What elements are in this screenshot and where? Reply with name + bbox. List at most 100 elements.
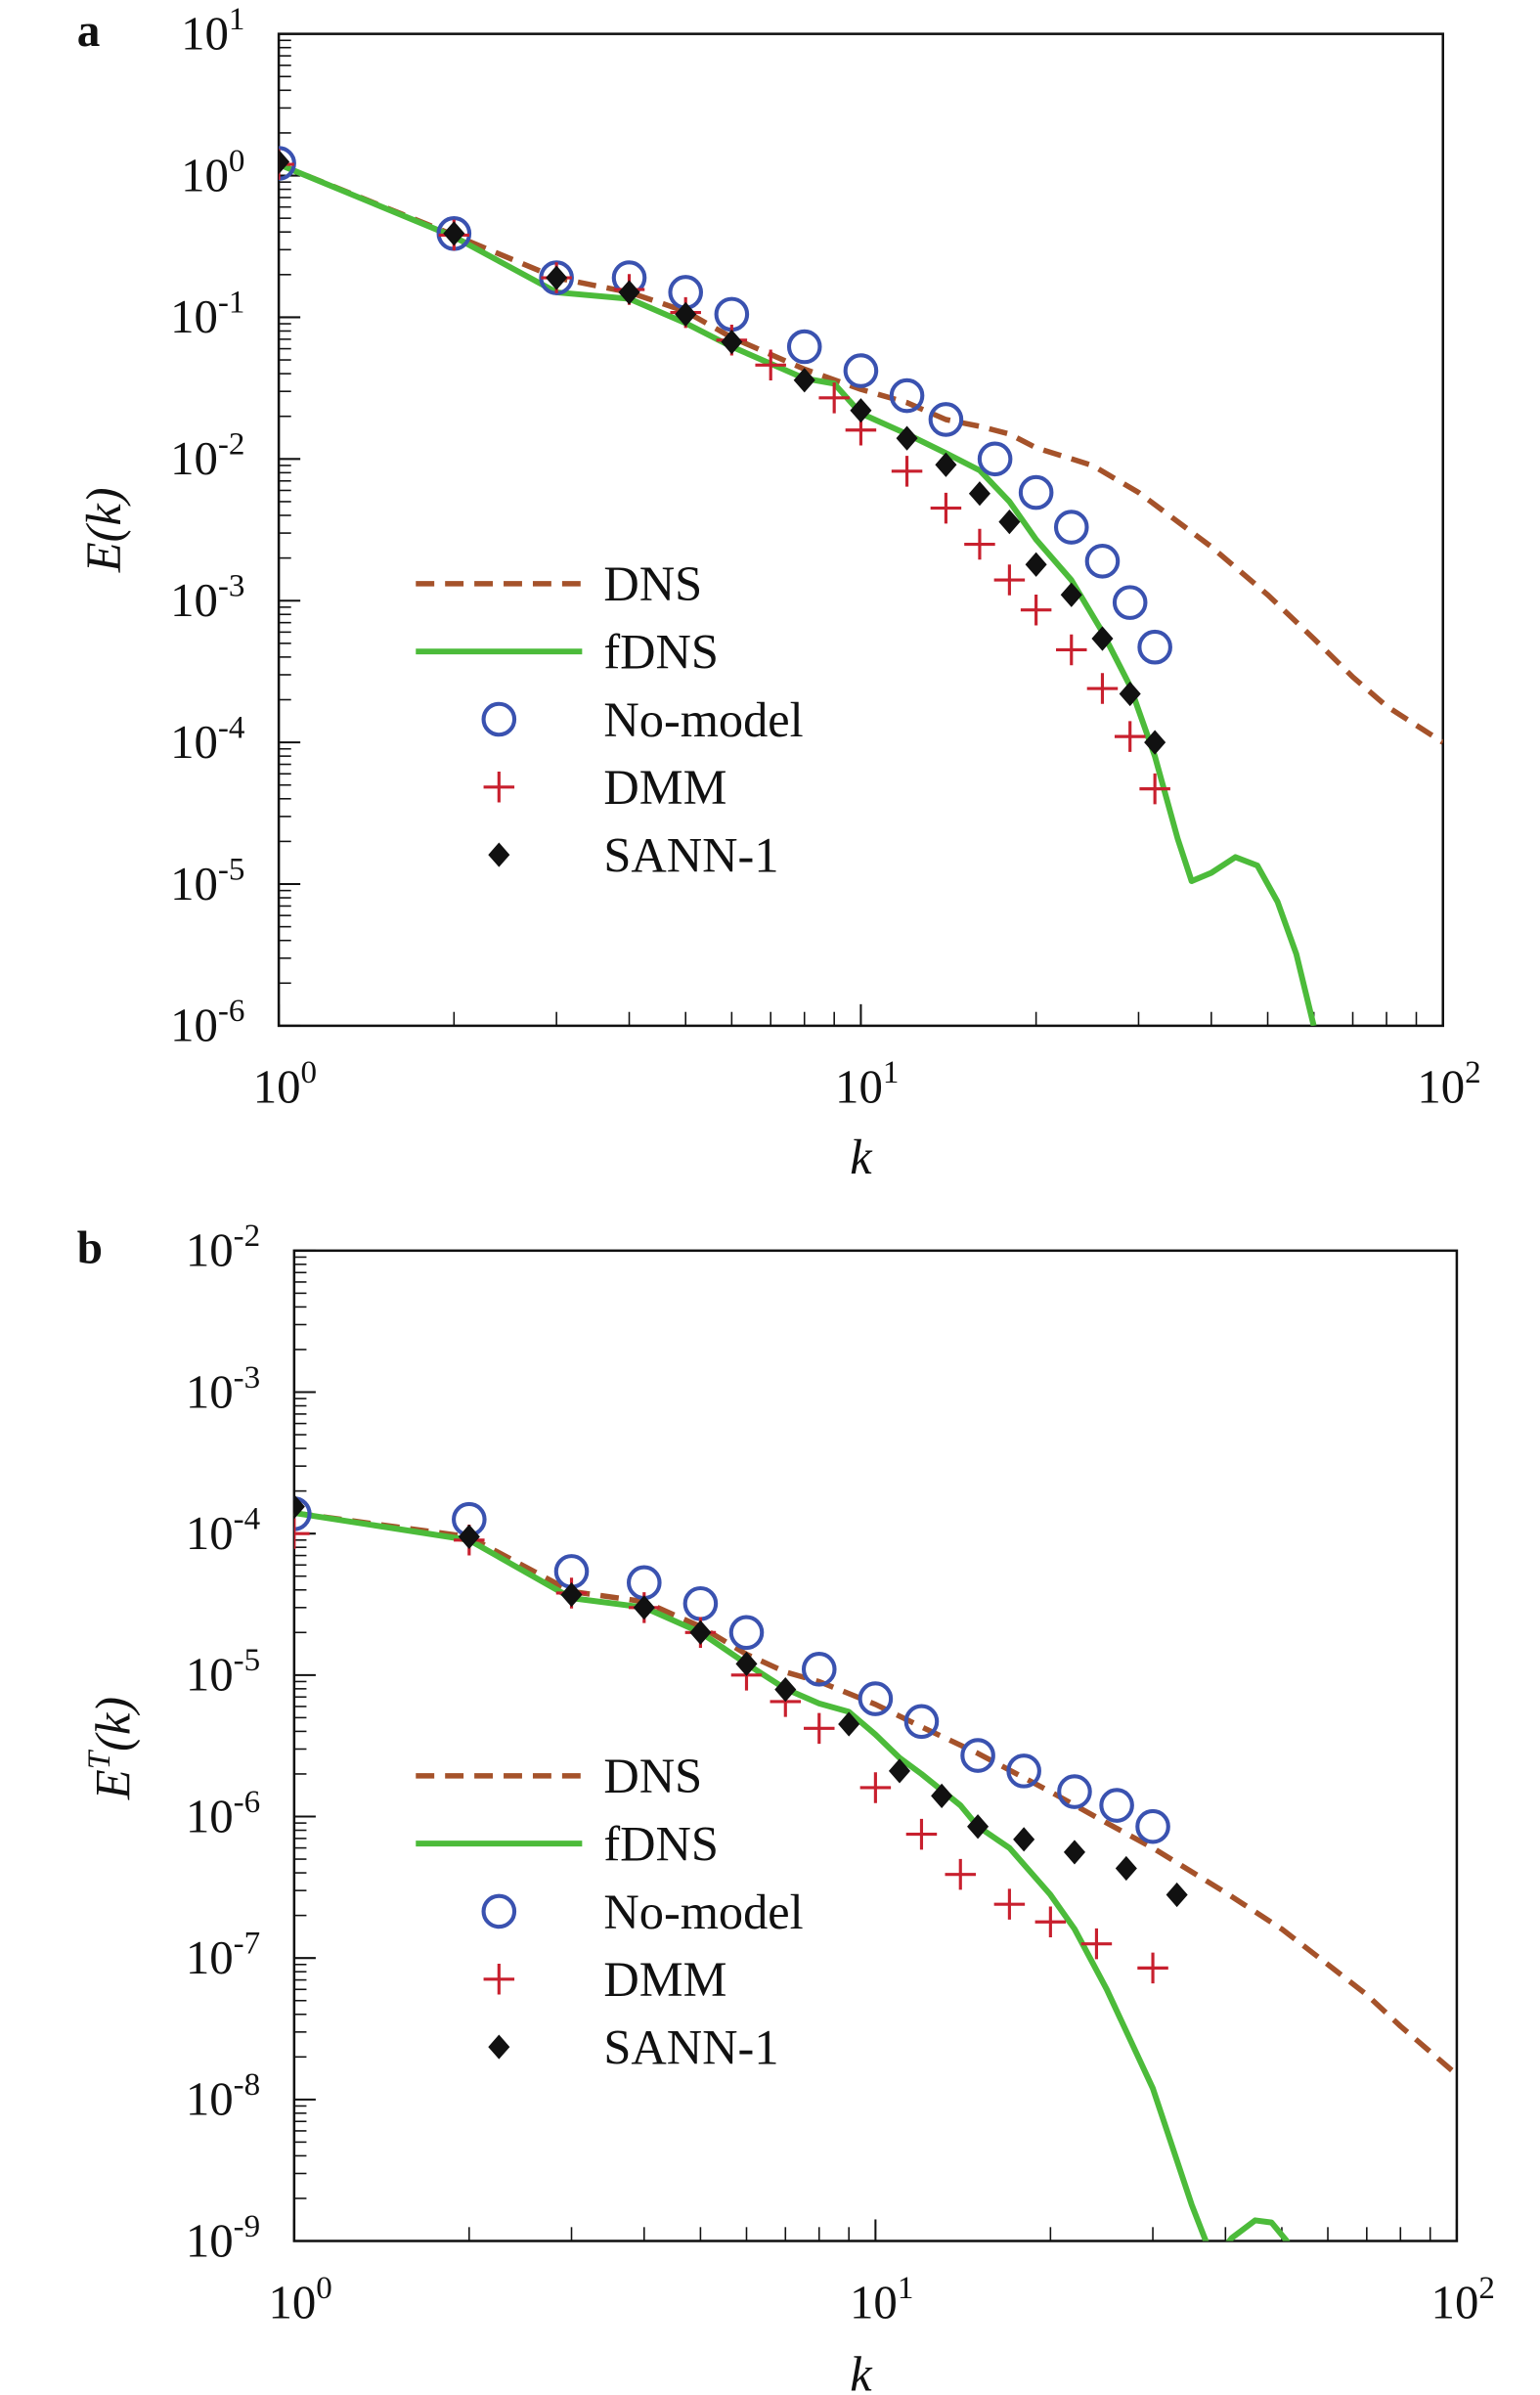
data-point-no-model <box>1057 1774 1092 1809</box>
data-point-no-model <box>960 1738 995 1773</box>
data-point-sann-1 <box>1060 582 1082 607</box>
series-line-dns <box>293 1510 1457 2077</box>
data-point-dmm <box>1137 1952 1168 1984</box>
data-point-sann-1 <box>458 1524 480 1549</box>
legend-label: No-model <box>603 1885 803 1939</box>
legend-entry-sann-1: SANN-1 <box>488 827 779 882</box>
legend-marker <box>481 1893 517 1929</box>
y-tick-label: 101 <box>181 2 244 60</box>
data-point-no-model <box>903 1704 940 1740</box>
data-point-dmm <box>279 149 294 180</box>
legend-label: DNS <box>603 1749 702 1803</box>
data-point-sann-1 <box>793 368 815 393</box>
legend-marker <box>488 842 510 867</box>
data-point-no-model <box>279 146 296 181</box>
x-tick-label: 101 <box>850 2271 913 2328</box>
x-axis-label: k <box>850 2346 873 2395</box>
data-point-sann-1 <box>1091 626 1114 651</box>
data-point-dmm <box>905 1818 938 1850</box>
panel-label: a <box>77 6 101 57</box>
legend-label: SANN-1 <box>603 2019 778 2074</box>
data-point-sann-1 <box>1144 730 1166 755</box>
x-tick-label: 101 <box>835 1055 899 1113</box>
data-point-dmm <box>755 349 786 381</box>
y-tick-label: 10-2 <box>186 1219 260 1276</box>
data-point-dmm <box>964 528 995 560</box>
data-point-dmm <box>1056 634 1087 666</box>
legend-label: SANN-1 <box>603 827 778 882</box>
data-point-dmm <box>1034 1906 1067 1937</box>
data-point-sann-1 <box>888 1758 911 1784</box>
series-line-dns <box>279 161 1443 745</box>
x-tick-label: 102 <box>1417 1055 1480 1113</box>
y-tick-label: 10-3 <box>170 568 244 626</box>
y-tick-label: 10-5 <box>186 1643 260 1701</box>
data-point-no-model <box>728 1615 765 1651</box>
data-point-dmm <box>1086 673 1119 704</box>
y-tick-label: 100 <box>181 144 244 201</box>
data-point-sann-1 <box>1025 552 1047 577</box>
y-tick-label: 10-6 <box>186 1785 260 1842</box>
legend-label: fDNS <box>603 1817 719 1872</box>
x-tick-label: 102 <box>1431 2271 1495 2328</box>
data-point-sann-1 <box>293 1494 305 1520</box>
data-point-no-model <box>682 1585 719 1621</box>
data-point-no-model <box>928 402 964 437</box>
data-point-dmm <box>1139 773 1170 805</box>
legend-entry-no-model: No-model <box>481 692 804 747</box>
data-point-sann-1 <box>935 452 957 477</box>
y-tick-label: 10-9 <box>186 2209 260 2267</box>
data-point-dmm <box>891 456 923 487</box>
data-point-dmm <box>1080 1928 1113 1960</box>
data-point-no-model <box>1099 1788 1134 1823</box>
data-point-dmm <box>945 1858 977 1890</box>
data-point-no-model <box>977 441 1013 477</box>
y-tick-label: 10-7 <box>186 1926 260 1983</box>
y-tick-label: 10-4 <box>170 710 245 768</box>
data-point-sann-1 <box>967 1814 990 1840</box>
data-point-sann-1 <box>968 481 990 507</box>
legend-label: No-model <box>603 692 803 747</box>
data-point-dmm <box>1020 594 1052 626</box>
y-axis-label: E(k) <box>76 487 131 573</box>
data-point-dmm <box>859 1772 892 1803</box>
plot-area <box>279 146 1443 1026</box>
data-point-sann-1 <box>1013 1827 1035 1852</box>
y-axis-label: ET(k) <box>82 1697 140 1800</box>
data-point-sann-1 <box>998 510 1021 535</box>
legend-entry-fdns: fDNS <box>416 1817 719 1872</box>
data-point-dmm <box>993 564 1026 596</box>
plot-frame <box>277 32 1444 1028</box>
data-point-sann-1 <box>546 265 568 290</box>
plot-frame <box>292 1249 1459 2242</box>
data-point-no-model <box>1084 544 1121 579</box>
legend-entry-dmm: DMM <box>483 1952 726 2007</box>
y-tick-label: 10-4 <box>186 1501 261 1559</box>
data-point-sann-1 <box>689 1619 712 1645</box>
data-point-no-model <box>843 353 879 388</box>
legend-label: DMM <box>603 760 726 815</box>
x-axis-label: k <box>850 1130 873 1184</box>
legend-marker <box>481 701 517 737</box>
data-point-no-model <box>889 377 925 414</box>
data-point-sann-1 <box>1119 681 1141 707</box>
y-tick-label: 10-6 <box>170 994 244 1051</box>
legend-entry-dmm: DMM <box>483 760 726 815</box>
data-point-no-model <box>293 1496 312 1531</box>
data-point-no-model <box>858 1681 894 1716</box>
data-point-no-model <box>1135 1808 1170 1844</box>
data-point-sann-1 <box>1063 1840 1085 1865</box>
legend-entry-fdns: fDNS <box>416 625 719 680</box>
data-point-sann-1 <box>931 1783 953 1808</box>
data-point-sann-1 <box>1115 1855 1137 1882</box>
data-point-sann-1 <box>838 1711 860 1737</box>
plot-area <box>293 1494 1457 2241</box>
data-point-sann-1 <box>279 149 290 175</box>
data-point-sann-1 <box>774 1677 797 1703</box>
legend-marker <box>483 772 515 803</box>
data-point-no-model <box>1112 585 1148 620</box>
data-point-dmm <box>804 1712 835 1745</box>
x-tick-label: 100 <box>268 2271 331 2328</box>
